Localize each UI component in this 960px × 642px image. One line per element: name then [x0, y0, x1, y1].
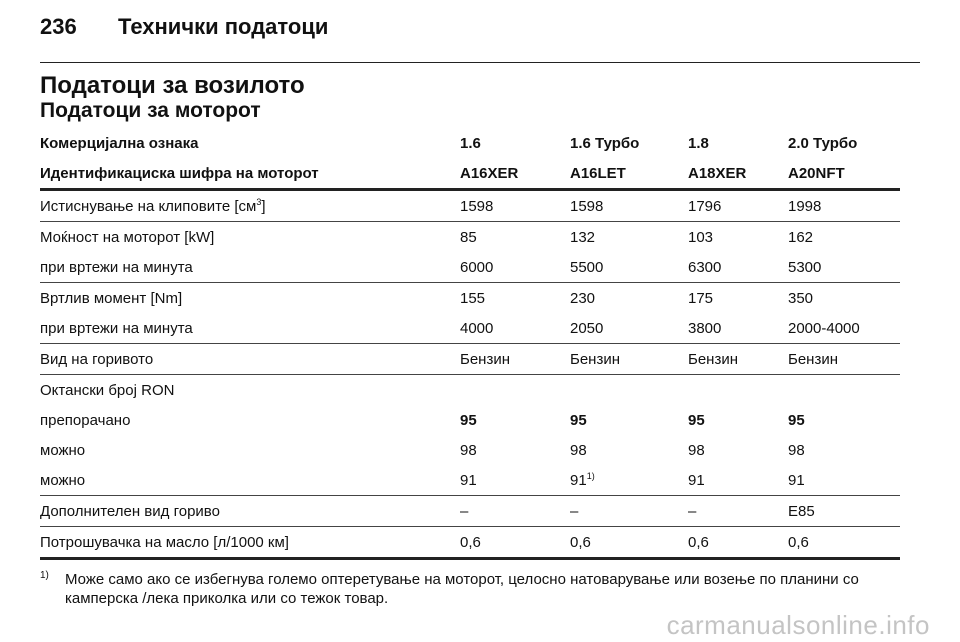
row-label: Потрошувачка на масло [л/1000 км]	[40, 526, 460, 560]
header-divider	[40, 62, 920, 63]
table-cell: 0,6	[570, 526, 688, 560]
table-cell: 85	[460, 228, 477, 246]
footnote: 1) Може само ако се избегнува големо опт…	[40, 570, 910, 608]
table-row: Октански број RON	[40, 375, 900, 406]
header-cell: A16LET	[570, 158, 688, 191]
header-cell: Идентификациска шифра на моторот	[40, 158, 460, 191]
table-cell: 230	[570, 289, 596, 307]
footnote-mark: 1)	[40, 570, 49, 581]
row-label: при вртежи на минута	[40, 252, 460, 283]
table-cell: 4000	[460, 313, 570, 344]
table-header-row: Комерцијална ознака 1.6 1.6 Турбо 1.8 2.…	[40, 128, 900, 158]
table-cell: 95	[688, 411, 705, 429]
table-cell: 132	[570, 228, 596, 246]
watermark: carmanualsonline.info	[666, 610, 930, 640]
row-label: Дополнителен вид гориво	[40, 495, 460, 527]
section-title: Технички податоци	[118, 14, 329, 39]
table-header-row: Идентификациска шифра на моторот A16XER …	[40, 158, 900, 191]
row-label: Моќност на моторот [kW]	[40, 228, 215, 246]
table-cell	[788, 375, 900, 406]
table-cell: Бензин	[788, 343, 900, 375]
header-cell: 1.6 Турбо	[570, 134, 640, 152]
table-cell: 91	[788, 465, 900, 496]
row-label: препорачано	[40, 411, 131, 429]
table-row: при вртежи на минута 6000 5500 6300 5300	[40, 252, 900, 283]
row-label: можно	[40, 465, 460, 496]
table-row: можно 98 98 98 98	[40, 435, 900, 465]
table-cell	[688, 375, 788, 406]
table-row: Дополнителен вид гориво – – – E85	[40, 495, 900, 527]
table-cell: 3800	[688, 313, 788, 344]
table-cell: 1598	[460, 189, 570, 222]
table-row: можно 91 911) 91 91	[40, 465, 900, 496]
page-number: 236	[40, 14, 77, 39]
table-cell: 95	[570, 411, 587, 429]
table-cell: 2000-4000	[788, 313, 900, 344]
table-cell: 1998	[788, 189, 900, 222]
table-cell: 5500	[570, 252, 688, 283]
table-cell: Бензин	[688, 343, 788, 375]
table-cell: 0,6	[688, 526, 788, 560]
table-cell: 911)	[570, 465, 688, 496]
page-subtitle: Податоци за моторот	[40, 99, 261, 122]
table-row: Потрошувачка на масло [л/1000 км] 0,6 0,…	[40, 526, 900, 560]
footnote-reference: 1)	[586, 470, 595, 481]
table-cell: 1796	[688, 189, 788, 222]
table-cell: 2050	[570, 313, 688, 344]
table-row: Вид на горивото Бензин Бензин Бензин Бен…	[40, 343, 900, 375]
footnote-text: Може само ако се избегнува големо оптере…	[65, 571, 859, 607]
header-cell: 2.0 Турбо	[788, 134, 858, 152]
table-cell: E85	[788, 495, 900, 527]
table-cell: 6300	[688, 252, 788, 283]
table-cell: 162	[788, 228, 814, 246]
table-cell: 5300	[788, 252, 900, 283]
header-cell: Комерцијална ознака	[40, 134, 199, 152]
row-label: Октански број RON	[40, 381, 175, 399]
table-cell: 350	[788, 289, 814, 307]
table-cell: 91	[460, 465, 570, 496]
header-cell: 1.8	[688, 134, 709, 152]
table-row: Моќност на моторот [kW] 85 132 103 162	[40, 222, 900, 253]
table-cell: Бензин	[570, 343, 688, 375]
table-cell: 155	[460, 289, 486, 307]
table-cell: 98	[688, 441, 705, 459]
table-cell: 0,6	[788, 526, 900, 560]
table-cell	[570, 375, 688, 406]
header-cell: A18XER	[688, 158, 788, 191]
table-cell: 103	[688, 228, 714, 246]
table-cell	[460, 375, 570, 406]
row-label: при вртежи на минута	[40, 313, 460, 344]
table-cell: –	[460, 495, 570, 527]
table-cell: 6000	[460, 252, 570, 283]
table-cell: 175	[688, 289, 714, 307]
row-label: Истиснување на клиповите [см3]	[40, 189, 460, 222]
header-cell: A16XER	[460, 158, 570, 191]
row-label: Вртлив момент [Nm]	[40, 289, 183, 307]
table-row: Вртлив момент [Nm] 155 230 175 350	[40, 283, 900, 314]
table-row: Истиснување на клиповите [см3] 1598 1598…	[40, 189, 900, 222]
page-header: 236 Технички податоци	[40, 14, 328, 40]
table-cell: 95	[788, 411, 805, 429]
header-cell: 1.6	[460, 134, 481, 152]
table-cell: Бензин	[460, 343, 570, 375]
table-row: препорачано 95 95 95 95	[40, 405, 900, 435]
row-label: можно	[40, 441, 86, 459]
table-cell: 0,6	[460, 526, 570, 560]
table-row: при вртежи на минута 4000 2050 3800 2000…	[40, 313, 900, 344]
table-cell: 98	[788, 441, 805, 459]
table-cell: 98	[570, 441, 587, 459]
row-label: Вид на горивото	[40, 343, 460, 375]
table-cell: 91	[688, 465, 788, 496]
table-cell: 95	[460, 411, 477, 429]
engine-data-table: Комерцијална ознака 1.6 1.6 Турбо 1.8 2.…	[40, 128, 900, 560]
page-title: Податоци за возилото	[40, 72, 305, 99]
table-cell: –	[688, 495, 788, 527]
table-cell: 1598	[570, 189, 688, 222]
table-cell: –	[570, 495, 688, 527]
header-cell: A20NFT	[788, 158, 900, 191]
table-cell: 98	[460, 441, 477, 459]
